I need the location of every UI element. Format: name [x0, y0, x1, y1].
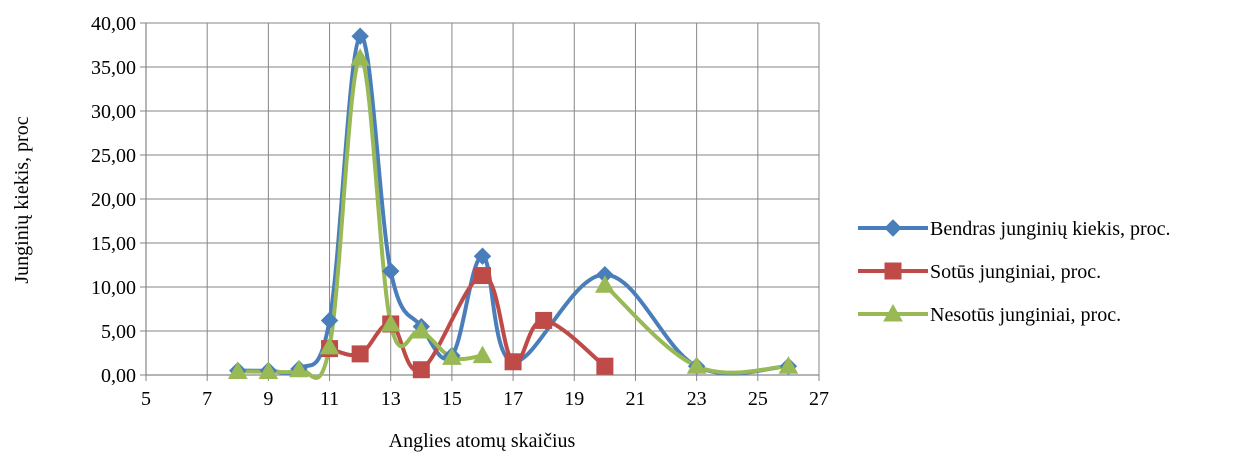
series-3-point: [595, 275, 615, 293]
legend-item-3: Nesotūs junginiai, proc.: [858, 303, 1121, 326]
x-tick-label: 21: [625, 388, 645, 410]
legend-label: Nesotūs junginiai, proc.: [930, 304, 1121, 326]
series-1-point: [320, 311, 339, 330]
series-2-point: [535, 311, 553, 329]
legend-item-1: Bendras junginių kiekis, proc.: [858, 218, 1171, 240]
y-axis-label: Junginių kiekis, proc: [11, 116, 33, 283]
series-3-point: [289, 359, 309, 378]
series-1-point: [473, 247, 492, 265]
series-3-point: [227, 361, 248, 379]
y-tick-label: 5,00: [101, 321, 136, 343]
series-3-point: [686, 356, 707, 374]
y-tick-label: 10,00: [91, 277, 136, 299]
series-3-point: [380, 313, 401, 332]
series-3-point: [472, 345, 493, 364]
series-3-point: [258, 361, 279, 379]
x-tick-label: 15: [442, 388, 462, 410]
x-tick-label: 11: [320, 388, 339, 410]
legend-item-2: Sotūs junginiai, proc.: [858, 261, 1101, 283]
series-1-point: [382, 262, 400, 280]
x-tick-label: 7: [202, 388, 212, 410]
series-1-point: [351, 27, 369, 45]
series-2-point: [504, 353, 522, 371]
legend-label: Bendras junginių kiekis, proc.: [930, 218, 1171, 240]
legend: Bendras junginių kiekis, proc. Sotūs jung…: [858, 218, 1171, 326]
y-tick-label: 30,00: [91, 101, 136, 123]
grid-lines: [145, 22, 820, 376]
series-2-point: [412, 361, 430, 379]
series-markers: [227, 27, 799, 380]
series-2-point: [474, 267, 491, 285]
y-tick-label: 20,00: [91, 189, 136, 211]
legend-swatch-marker: [884, 219, 902, 237]
x-tick-label: 9: [263, 388, 273, 410]
axes: [140, 22, 820, 381]
x-tick-label: 25: [748, 388, 768, 410]
legend-label: Sotūs junginiai, proc.: [930, 261, 1101, 283]
y-tick-label: 15,00: [91, 233, 136, 255]
x-tick-label: 23: [687, 388, 707, 410]
x-tick-label: 13: [381, 388, 401, 410]
series-3-point: [319, 336, 340, 355]
y-tick-label: 35,00: [91, 57, 136, 79]
series-2-point: [351, 345, 369, 363]
series-2-point: [596, 357, 614, 375]
tick-labels: 5 7 9 11 13 15 17 19 21 23 25 27 0,00 5,00 10,00 15,00 2…: [91, 13, 829, 410]
x-tick-label: 19: [564, 388, 584, 410]
x-tick-label: 17: [503, 388, 523, 410]
series-3-point: [442, 347, 462, 365]
series-3-point: [350, 48, 370, 66]
legend-swatch-marker: [883, 303, 903, 322]
x-tick-label: 27: [809, 388, 829, 410]
legend-swatch-marker: [884, 262, 902, 280]
series-line-2: [327, 273, 607, 373]
x-axis-label: Anglies atomų skaičius: [389, 430, 576, 452]
x-tick-label: 5: [141, 388, 151, 410]
y-tick-label: 40,00: [91, 13, 136, 35]
series-3-point: [411, 320, 432, 339]
y-tick-label: 25,00: [91, 145, 136, 167]
y-tick-label: 0,00: [101, 365, 136, 387]
series-3-point: [778, 356, 799, 374]
